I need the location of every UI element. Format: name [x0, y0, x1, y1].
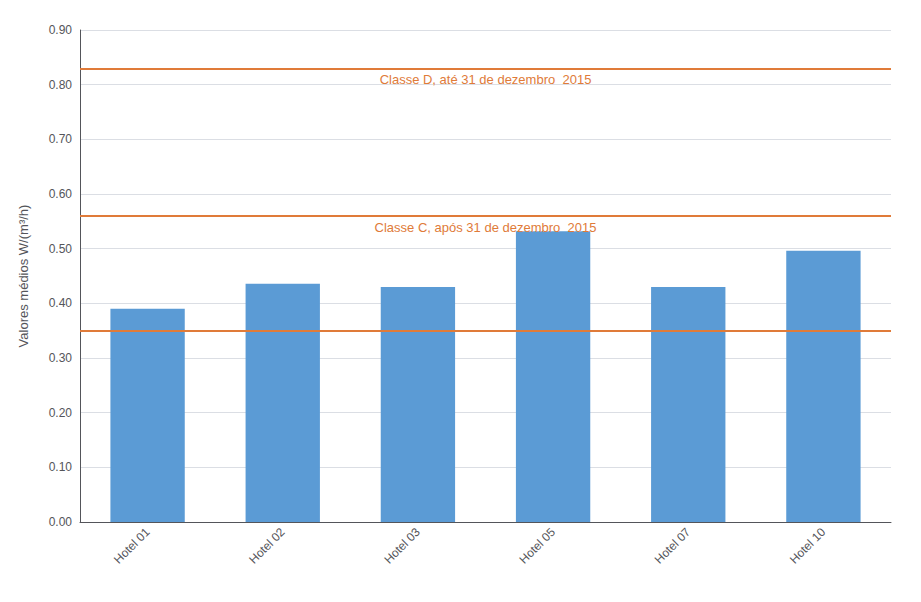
- svg-text:0.90: 0.90: [49, 23, 73, 37]
- svg-text:Hotel 02: Hotel 02: [246, 525, 288, 567]
- svg-text:0.40: 0.40: [49, 296, 73, 310]
- svg-text:Classe D, até 31 de dezembro: Classe D, até 31 de dezembro 2015: [380, 72, 592, 87]
- svg-text:Hotel 03: Hotel 03: [381, 525, 423, 567]
- svg-text:Hotel 07: Hotel 07: [652, 525, 694, 567]
- svg-text:Hotel 05: Hotel 05: [517, 525, 559, 567]
- svg-text:Valores médios W/(m³/h): Valores médios W/(m³/h): [16, 205, 31, 348]
- svg-text:0.00: 0.00: [49, 515, 73, 529]
- svg-text:0.60: 0.60: [49, 187, 73, 201]
- svg-text:Hotel 10: Hotel 10: [787, 525, 829, 567]
- svg-text:0.20: 0.20: [49, 406, 73, 420]
- svg-text:0.50: 0.50: [49, 242, 73, 256]
- svg-text:0.30: 0.30: [49, 351, 73, 365]
- svg-text:Hotel 01: Hotel 01: [111, 525, 153, 567]
- svg-text:Classe C, após 31 de dezembro: Classe C, após 31 de dezembro 2015: [375, 220, 597, 235]
- svg-text:0.80: 0.80: [49, 78, 73, 92]
- svg-text:0.70: 0.70: [49, 132, 73, 146]
- svg-text:0.10: 0.10: [49, 460, 73, 474]
